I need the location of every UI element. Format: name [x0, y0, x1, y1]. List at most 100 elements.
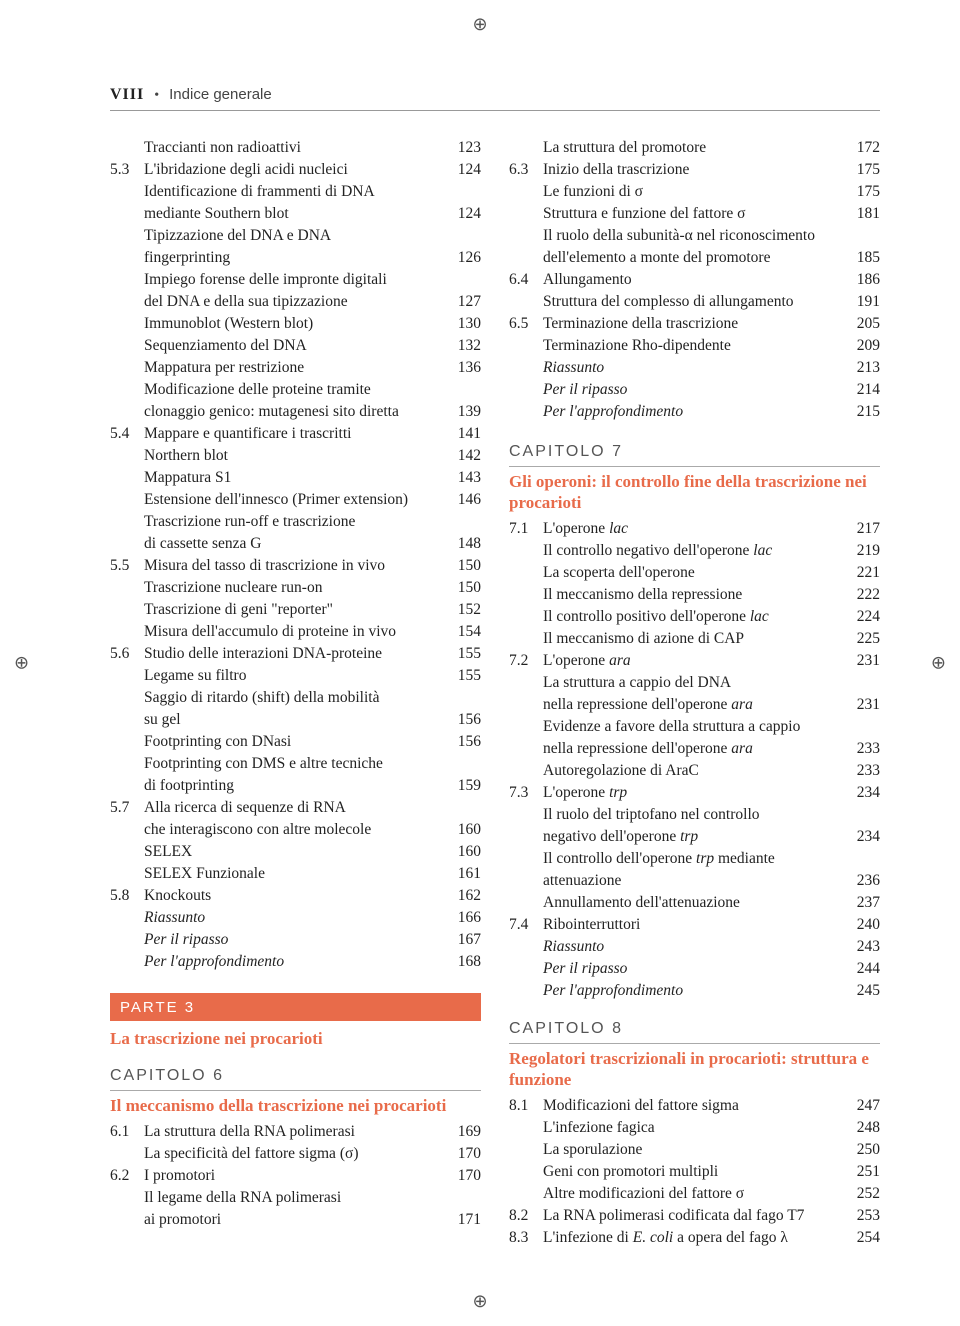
page-ref: 186 [846, 269, 880, 291]
toc-row: 5.6Studio delle interazioni DNA-proteine… [110, 643, 481, 665]
page-ref: 248 [846, 1117, 880, 1139]
entry-label: Per l'approfondimento [543, 980, 846, 1002]
entry-label: Per il ripasso [144, 929, 447, 951]
entry-label: La struttura della RNA polimerasi [144, 1121, 447, 1143]
entry-label: Allungamento [543, 269, 846, 291]
section-number: 5.6 [110, 643, 144, 665]
toc-row: Evidenze a favore della struttura a capp… [509, 716, 880, 738]
page-ref: 169 [447, 1121, 481, 1143]
page-ref [447, 225, 481, 247]
page-ref: 159 [447, 775, 481, 797]
toc-row: 7.3L'operone trp234 [509, 782, 880, 804]
page-ref: 237 [846, 892, 880, 914]
page-ref [447, 797, 481, 819]
page-ref: 175 [846, 181, 880, 203]
page-ref [447, 1187, 481, 1209]
entry-label: Sequenziamento del DNA [144, 335, 447, 357]
page-ref: 250 [846, 1139, 880, 1161]
section-number: 7.4 [509, 914, 543, 936]
page-ref [846, 225, 880, 247]
toc-row: La specificità del fattore sigma (σ)170 [110, 1143, 481, 1165]
entry-label: Footprinting con DNasi [144, 731, 447, 753]
page-ref: 224 [846, 606, 880, 628]
section-number: 6.4 [509, 269, 543, 291]
section-number: 8.3 [509, 1227, 543, 1249]
page-ref: 209 [846, 335, 880, 357]
toc-row: Il meccanismo di azione di CAP225 [509, 628, 880, 650]
entry-label: nella repressione dell'operone ara [543, 738, 846, 760]
page-ref: 124 [447, 203, 481, 225]
toc-row: che interagiscono con altre molecole160 [110, 819, 481, 841]
entry-label: Il ruolo del triptofano nel controllo [543, 804, 846, 826]
toc-row: ai promotori171 [110, 1209, 481, 1231]
entry-label: Misura dell'accumulo di proteine in vivo [144, 621, 447, 643]
entry-label: Le funzioni di σ [543, 181, 846, 203]
toc-row: Altre modificazioni del fattore σ252 [509, 1183, 880, 1205]
toc-row: Autoregolazione di AraC233 [509, 760, 880, 782]
page-ref: 150 [447, 577, 481, 599]
entry-label: L'infezione fagica [543, 1117, 846, 1139]
page-ref: 152 [447, 599, 481, 621]
entry-label: I promotori [144, 1165, 447, 1187]
toc-row: 6.1La struttura della RNA polimerasi169 [110, 1121, 481, 1143]
entry-label: Terminazione Rho-dipendente [543, 335, 846, 357]
entry-label: Geni con promotori multipli [543, 1161, 846, 1183]
toc-row: Riassunto213 [509, 357, 880, 379]
entry-label: Traccianti non radioattivi [144, 137, 447, 159]
page-ref: 141 [447, 423, 481, 445]
page-ref: 150 [447, 555, 481, 577]
section-number: 6.5 [509, 313, 543, 335]
toc-row: 6.3Inizio della trascrizione175 [509, 159, 880, 181]
toc-row: nella repressione dell'operone ara233 [509, 738, 880, 760]
page-ref: 236 [846, 870, 880, 892]
page-ref: 191 [846, 291, 880, 313]
page-ref: 154 [447, 621, 481, 643]
entry-label: Trascrizione nucleare run-on [144, 577, 447, 599]
entry-label: Tipizzazione del DNA e DNA [144, 225, 447, 247]
toc-row: Per l'approfondimento245 [509, 980, 880, 1002]
section-number: 5.4 [110, 423, 144, 445]
entry-label: Per l'approfondimento [144, 951, 447, 973]
toc-row: clonaggio genico: mutagenesi sito dirett… [110, 401, 481, 423]
crop-mark-right-icon: ⊕ [931, 653, 946, 674]
chapter-subtitle: Regolatori trascrizionali in procarioti:… [509, 1048, 880, 1091]
page-number: VIII [110, 86, 144, 104]
toc-row: Geni con promotori multipli251 [509, 1161, 880, 1183]
page-ref: 245 [846, 980, 880, 1002]
entry-label: su gel [144, 709, 447, 731]
toc-row: Northern blot142 [110, 445, 481, 467]
section-number: 5.3 [110, 159, 144, 181]
page-ref: 240 [846, 914, 880, 936]
toc-row: Saggio di ritardo (shift) della mobilità [110, 687, 481, 709]
toc-row: 7.2L'operone ara231 [509, 650, 880, 672]
entry-label: Mappare e quantificare i trascritti [144, 423, 447, 445]
part-heading: PARTE 3 [110, 993, 481, 1021]
toc-row: Trascrizione run-off e trascrizione [110, 511, 481, 533]
page-ref: 161 [447, 863, 481, 885]
entry-label: Impiego forense delle impronte digitali [144, 269, 447, 291]
toc-row: Il legame della RNA polimerasi [110, 1187, 481, 1209]
toc-row: Il controllo negativo dell'operone lac21… [509, 540, 880, 562]
entry-label: Studio delle interazioni DNA-proteine [144, 643, 447, 665]
page-ref: 126 [447, 247, 481, 269]
entry-label: La sporulazione [543, 1139, 846, 1161]
toc-row: 8.1Modificazioni del fattore sigma247 [509, 1095, 880, 1117]
entry-label: Riassunto [543, 936, 846, 958]
entry-label: fingerprinting [144, 247, 447, 269]
toc-row: attenuazione236 [509, 870, 880, 892]
toc-row: Il controllo dell'operone trp mediante [509, 848, 880, 870]
entry-label: La specificità del fattore sigma (σ) [144, 1143, 447, 1165]
section-number: 5.8 [110, 885, 144, 907]
toc-row: di footprinting159 [110, 775, 481, 797]
entry-label: Struttura del complesso di allungamento [543, 291, 846, 313]
toc-row: 5.8Knockouts162 [110, 885, 481, 907]
entry-label: mediante Southern blot [144, 203, 447, 225]
toc-row: Trascrizione di geni "reporter"152 [110, 599, 481, 621]
page-ref: 127 [447, 291, 481, 313]
entry-label: Footprinting con DMS e altre tecniche [144, 753, 447, 775]
page-ref: 217 [846, 518, 880, 540]
entry-label: attenuazione [543, 870, 846, 892]
entry-label: La RNA polimerasi codificata dal fago T7 [543, 1205, 846, 1227]
page-ref: 222 [846, 584, 880, 606]
toc-row: 8.2La RNA polimerasi codificata dal fago… [509, 1205, 880, 1227]
